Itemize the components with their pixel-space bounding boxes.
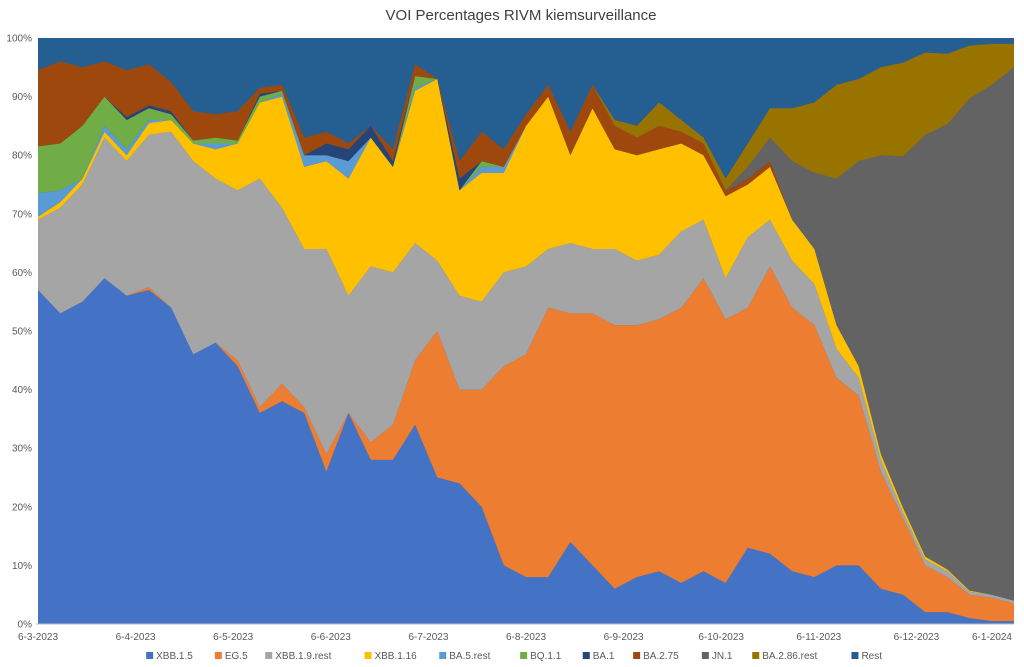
legend-item-ba-1: BA.1 — [582, 651, 615, 662]
legend-label: XBB.1.16 — [374, 651, 417, 662]
series-areas — [38, 38, 1014, 624]
y-tick-label: 80% — [12, 151, 32, 162]
legend-item-xbb-1-5: XBB.1.5 — [146, 651, 193, 662]
legend-item-bq-1-1: BQ.1.1 — [520, 651, 562, 662]
legend-item-xbb-1-16: XBB.1.16 — [364, 651, 417, 662]
legend-swatch — [851, 652, 859, 659]
legend-swatch — [752, 652, 760, 659]
x-tick-label: 6-8-2023 — [506, 632, 546, 643]
legend-label: BA.5.rest — [449, 651, 490, 662]
y-axis-ticks: 0% 10% 20% 30% 40% 50% 60% 70% 80% 90% 100% — [6, 34, 32, 631]
y-tick-label: 70% — [12, 209, 32, 220]
y-tick-label: 90% — [12, 92, 32, 103]
area-eg-5 — [38, 266, 1014, 622]
legend: XBB.1.5 EG.5 XBB.1.9.rest XBB.1.16 BA.5.rest… — [146, 651, 882, 662]
legend-swatch — [364, 652, 372, 659]
legend-item-xbb-1-9-rest: XBB.1.9.rest — [265, 651, 332, 662]
legend-swatch — [439, 652, 447, 659]
area-xbb-1-16 — [38, 79, 1014, 601]
legend-label: BQ.1.1 — [530, 651, 562, 662]
x-tick-label: 6-3-2023 — [18, 632, 58, 643]
x-tick-label: 6-9-2023 — [604, 632, 644, 643]
y-tick-label: 60% — [12, 268, 32, 279]
legend-item-jn-1: JN.1 — [701, 651, 733, 662]
area-ba-2-86-rest — [38, 43, 1014, 191]
legend-swatch — [582, 652, 590, 659]
y-tick-label: 10% — [12, 561, 32, 572]
legend-item-ba-2-86-rest: BA.2.86.rest — [752, 651, 818, 662]
x-tick-label: 6-11-2023 — [796, 632, 841, 643]
legend-item-ba-5-rest: BA.5.rest — [439, 651, 491, 662]
legend-item-ba-2-75: BA.2.75 — [633, 651, 679, 662]
x-tick-label: 6-10-2023 — [698, 632, 744, 643]
x-tick-label: 6-1-2024 — [972, 632, 1012, 643]
legend-swatch — [633, 652, 641, 659]
x-tick-label: 6-12-2023 — [894, 632, 940, 643]
legend-label: XBB.1.5 — [156, 651, 193, 662]
x-tick-label: 6-6-2023 — [311, 632, 351, 643]
legend-label: JN.1 — [712, 651, 733, 662]
y-tick-label: 50% — [12, 327, 32, 338]
legend-label: BA.2.75 — [643, 651, 679, 662]
legend-swatch — [701, 652, 709, 659]
x-axis-ticks: 6-3-2023 6-4-2023 6-5-2023 6-6-2023 6-7-2023… — [18, 632, 1012, 643]
x-tick-label: 6-5-2023 — [213, 632, 253, 643]
legend-label: Rest — [861, 651, 882, 662]
legend-item-rest: Rest — [851, 651, 882, 662]
area-bq-1-1 — [38, 76, 1014, 601]
y-tick-label: 100% — [6, 34, 32, 45]
x-tick-label: 6-4-2023 — [116, 632, 156, 643]
legend-item-eg-5: EG.5 — [214, 651, 248, 662]
x-tick-label: 6-7-2023 — [408, 632, 448, 643]
legend-swatch — [520, 652, 528, 659]
area-xbb-1-9-rest — [38, 131, 1014, 604]
legend-label: BA.2.86.rest — [762, 651, 817, 662]
legend-label: XBB.1.9.rest — [275, 651, 331, 662]
legend-swatch — [146, 652, 154, 659]
legend-label: BA.1 — [593, 651, 615, 662]
y-tick-label: 0% — [18, 620, 33, 631]
chart-title: VOI Percentages RIVM kiemsurveillance — [386, 7, 657, 24]
y-tick-label: 40% — [12, 385, 32, 396]
legend-label: EG.5 — [225, 651, 248, 662]
area-xbb-1-5 — [38, 278, 1014, 624]
y-tick-label: 20% — [12, 502, 32, 513]
legend-swatch — [265, 652, 273, 659]
y-tick-label: 30% — [12, 444, 32, 455]
legend-swatch — [214, 652, 222, 659]
